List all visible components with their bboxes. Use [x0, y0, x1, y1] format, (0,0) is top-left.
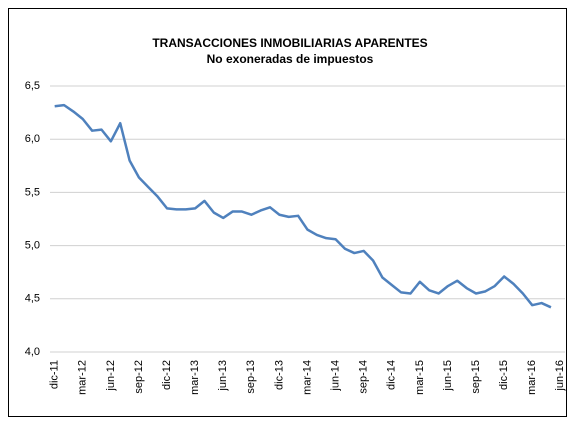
y-tick-label: 5,5: [25, 186, 40, 198]
chart-border: [8, 8, 567, 417]
x-tick-label: jun-12: [105, 360, 117, 392]
x-tick-label: jun-15: [442, 360, 454, 392]
y-tick-label: 4,5: [25, 293, 40, 305]
y-tick-label: 5,0: [25, 240, 40, 252]
chart-subtitle: No exoneradas de impuestos: [207, 52, 374, 66]
x-tick-label: dic-13: [273, 360, 285, 390]
x-tick-label: sep-15: [470, 360, 482, 394]
x-tick-label: sep-12: [133, 360, 145, 394]
x-tick-label: mar-12: [77, 360, 89, 395]
x-tick-label: jun-16: [554, 360, 566, 392]
x-tick-label: mar-14: [301, 360, 313, 395]
chart-title: TRANSACCIONES INMOBILIARIAS APARENTES: [152, 36, 427, 50]
x-tick-label: dic-12: [161, 360, 173, 390]
x-tick-label: dic-14: [386, 360, 398, 390]
y-tick-label: 6,0: [25, 133, 40, 145]
line-series: [54, 103, 552, 309]
x-tick-label: mar-15: [414, 360, 426, 395]
x-tick-label: dic-15: [498, 360, 510, 390]
y-tick-label: 6,5: [25, 80, 40, 92]
x-tick-label: mar-13: [189, 360, 201, 395]
x-tick-label: dic-11: [49, 360, 61, 389]
x-tick-label: jun-14: [329, 360, 341, 392]
x-tick-label: sep-14: [358, 360, 370, 394]
x-tick-label: jun-13: [217, 360, 229, 392]
y-tick-label: 4,0: [25, 346, 40, 358]
x-tick-label: mar-16: [526, 360, 538, 395]
x-tick-label: sep-13: [245, 360, 257, 394]
